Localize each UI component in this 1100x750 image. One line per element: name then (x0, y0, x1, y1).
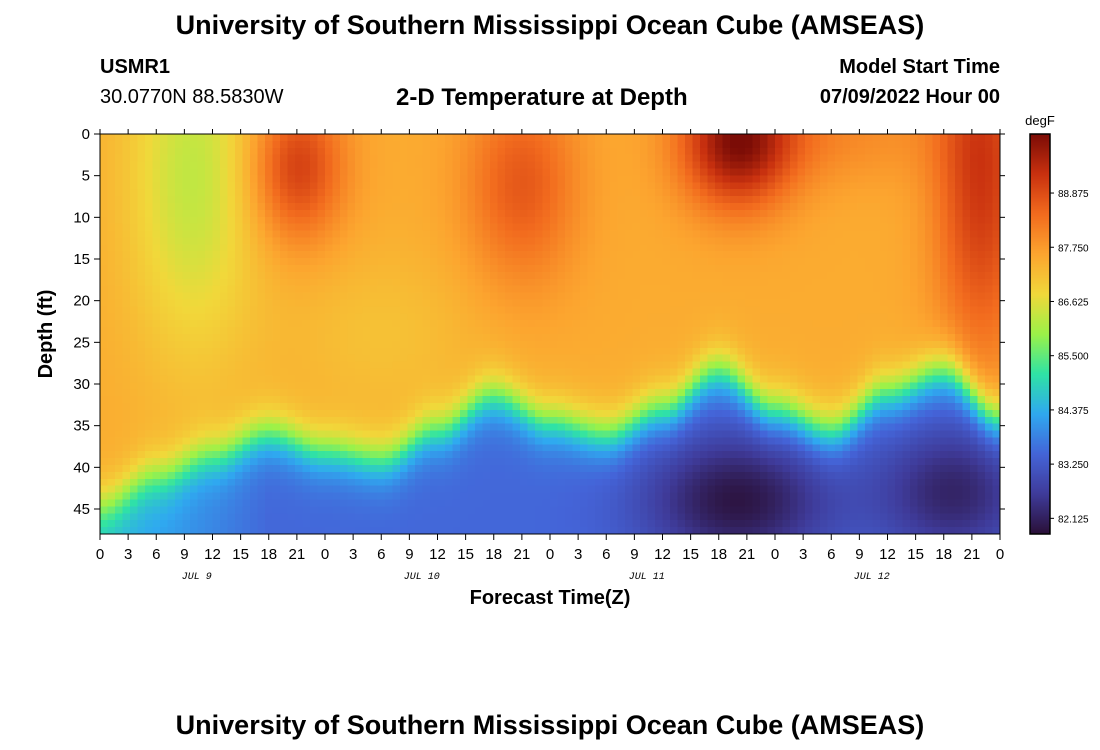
y-tick-label: 40 (73, 459, 90, 476)
x-tick-label: 0 (771, 546, 779, 563)
x-tick-label: 12 (204, 546, 221, 563)
colorbar-tick-label: 86.625 (1058, 297, 1089, 308)
footer-title: University of Southern Mississippi Ocean… (175, 710, 925, 740)
temperature-heatmap (100, 134, 1000, 534)
y-axis: 0 5 10 15 20 25 30 35 40 45 (73, 126, 1005, 518)
station-coordinates: 30.0770N 88.5830W (100, 86, 284, 108)
chart-subtitle: 2-D Temperature at Depth (396, 84, 688, 111)
chart-title: University of Southern Mississippi Ocean… (175, 10, 925, 40)
y-tick-label: 20 (73, 293, 90, 310)
colorbar-gradient (1030, 134, 1050, 534)
x-tick-label: 9 (405, 546, 413, 563)
x-tick-label: 6 (602, 546, 610, 563)
model-start-value: 07/09/2022 Hour 00 (819, 86, 1000, 108)
y-tick-label: 35 (73, 418, 90, 435)
colorbar-tick-label: 87.750 (1058, 243, 1089, 254)
x-tick-label: 21 (289, 546, 306, 563)
x-tick-label: 15 (907, 546, 924, 563)
x-tick-label: 6 (377, 546, 385, 563)
y-tick-label: 15 (73, 251, 90, 268)
x-tick-label: 15 (232, 546, 249, 563)
x-tick-label: 0 (546, 546, 554, 563)
y-axis-label: Depth (ft) (35, 290, 57, 379)
colorbar-ticks: 82.125 83.250 84.375 85.500 86.625 87.750 88.8… (1050, 189, 1089, 525)
x-axis-label: Forecast Time(Z) (470, 587, 631, 609)
x-tick-label: 12 (654, 546, 671, 563)
x-tick-label: 21 (514, 546, 531, 563)
colorbar-tick-label: 82.125 (1058, 514, 1089, 525)
x-tick-label: 0 (96, 546, 104, 563)
date-label: JUL 12 (854, 572, 890, 583)
colorbar-tick-label: 84.375 (1058, 406, 1089, 417)
x-tick-label: 18 (260, 546, 277, 563)
date-label: JUL 9 (182, 572, 212, 583)
y-tick-label: 5 (82, 168, 90, 185)
model-start-label: Model Start Time (839, 56, 1000, 78)
x-tick-label: 18 (710, 546, 727, 563)
colorbar: degF 82.125 83.250 84.375 85.500 86.625 87.75… (1025, 113, 1089, 535)
x-tick-label: 3 (574, 546, 582, 563)
y-tick-label: 10 (73, 209, 90, 226)
x-tick-label: 15 (682, 546, 699, 563)
x-tick-label: 0 (321, 546, 329, 563)
x-tick-label: 3 (124, 546, 132, 563)
x-tick-label: 18 (485, 546, 502, 563)
x-tick-label: 6 (152, 546, 160, 563)
y-tick-label: 45 (73, 501, 90, 518)
x-tick-label: 9 (630, 546, 638, 563)
x-tick-label: 15 (457, 546, 474, 563)
x-tick-label: 21 (739, 546, 756, 563)
x-tick-label: 18 (935, 546, 952, 563)
x-axis: 0 3 6 9 12 15 18 21 0 3 6 9 12 15 18 21 0 3 6 9 12 15 18 21 0 3 6 9… (96, 129, 1004, 563)
x-tick-label: 21 (964, 546, 981, 563)
x-tick-label: 0 (996, 546, 1004, 563)
x-tick-label: 12 (879, 546, 896, 563)
y-tick-label: 30 (73, 376, 90, 393)
colorbar-tick-label: 83.250 (1058, 460, 1089, 471)
x-tick-label: 9 (855, 546, 863, 563)
station-id: USMR1 (100, 56, 171, 78)
date-labels: JUL 9 JUL 10 JUL 11 JUL 12 (182, 572, 890, 583)
y-tick-label: 0 (82, 126, 90, 143)
colorbar-tick-label: 85.500 (1058, 352, 1089, 363)
date-label: JUL 10 (404, 572, 440, 583)
x-tick-label: 9 (180, 546, 188, 563)
x-tick-label: 3 (799, 546, 807, 563)
colorbar-frame (1029, 133, 1051, 535)
colorbar-tick-label: 88.875 (1058, 189, 1089, 200)
date-label: JUL 11 (629, 572, 665, 583)
x-tick-label: 3 (349, 546, 357, 563)
colorbar-unit: degF (1025, 113, 1055, 128)
y-tick-label: 25 (73, 334, 90, 351)
x-tick-label: 12 (429, 546, 446, 563)
x-tick-label: 6 (827, 546, 835, 563)
